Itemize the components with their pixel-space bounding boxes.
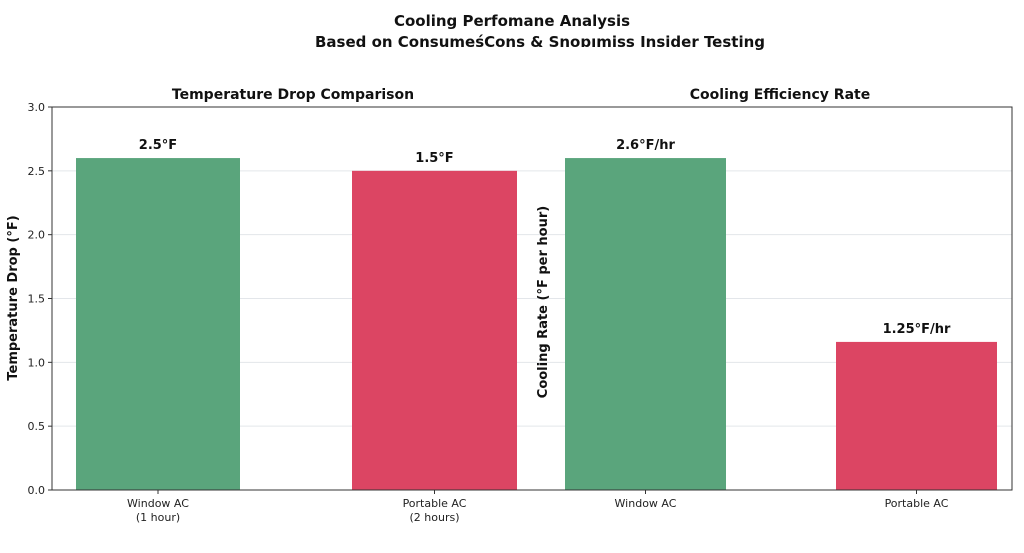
x-category-label: Window AC (1 hour): [127, 497, 189, 524]
bars: [76, 158, 997, 491]
x-category-line: Portable AC: [403, 497, 467, 510]
x-category-label: Window AC: [615, 497, 677, 510]
x-category-line: (1 hour): [136, 511, 180, 524]
bar: [565, 158, 726, 491]
y-tick-label: 2.0: [28, 229, 46, 242]
x-category-line: Portable AC: [885, 497, 949, 510]
y-tick-label: 3.0: [28, 101, 46, 114]
bar: [76, 158, 240, 491]
plot-frame: [51, 106, 1013, 491]
y-tick-label: 1.0: [28, 356, 46, 369]
y-tick-label: 0.5: [28, 420, 46, 433]
chart-subtitle: Based on ConsumeśCons & Snoɒımiss Inside…: [315, 33, 765, 51]
x-axis-categories: Window AC (1 hour)Portable AC (2 hours)Win…: [127, 490, 949, 524]
y-tick-label: 1.5: [28, 293, 46, 306]
left-chart-title: Temperature Drop Comparison: [172, 87, 414, 103]
bar: [836, 341, 997, 490]
x-category-label: Portable AC (2 hours): [403, 497, 467, 524]
left-y-axis-label: Temperature Drop (°F): [6, 215, 21, 380]
y-axis-ticks: 0.0 0.5 1.0 1.5 2.0 2.5 3.0: [28, 101, 52, 497]
bar-value-label: 2.5°F: [139, 138, 177, 153]
right-y-axis-label: Cooling Rate (°F per hour): [536, 206, 551, 398]
x-category-line: Window AC: [127, 497, 189, 510]
bar-value-label: 2.6°F/hr: [616, 138, 675, 153]
y-tick-label: 0.0: [28, 484, 46, 497]
chart-title: Cooling Perfomane Analysis: [394, 12, 630, 30]
x-category-label: Portable AC: [885, 497, 949, 510]
x-category-line: (2 hours): [409, 511, 459, 524]
x-category-line: Window AC: [615, 497, 677, 510]
value-labels: 2.5°F 1.5°F 2.6°F/hr 1.25°F/hr: [139, 138, 951, 337]
bar: [352, 170, 517, 491]
bar-value-label: 1.25°F/hr: [883, 322, 951, 337]
bar-value-label: 1.5°F: [415, 151, 453, 166]
right-chart-title: Cooling Efficiency Rate: [690, 87, 870, 103]
y-tick-label: 2.5: [28, 165, 46, 178]
